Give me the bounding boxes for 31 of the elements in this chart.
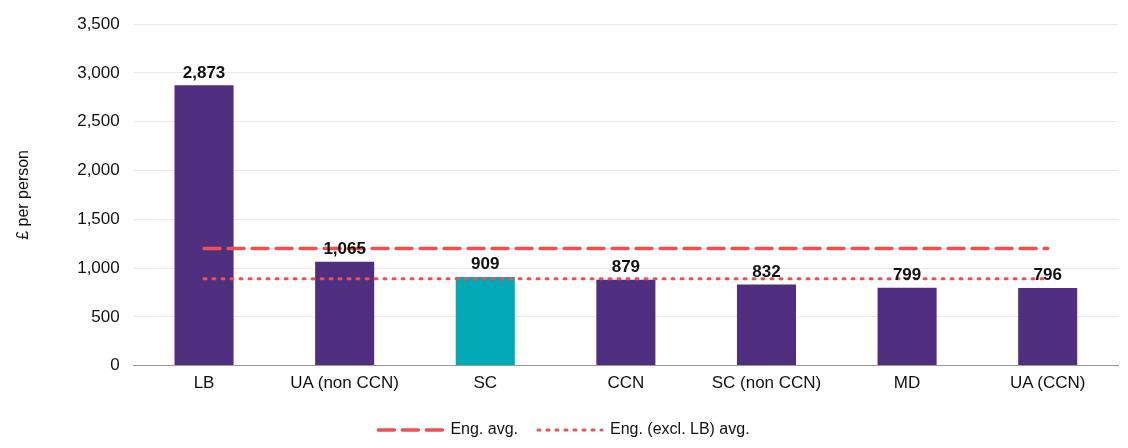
legend-label: Eng. (excl. LB) avg.	[609, 420, 750, 438]
y-tick-label: 2,000	[77, 160, 120, 180]
bar	[455, 276, 515, 366]
x-tick-label: LB	[193, 373, 215, 393]
data-label: 909	[471, 254, 500, 274]
bar	[596, 279, 656, 366]
x-tick-label: SC (non CCN)	[711, 373, 822, 393]
x-tick-label: CCN	[607, 373, 645, 393]
y-tick-label: 2,500	[77, 111, 120, 131]
x-tick-label: UA (CCN)	[1009, 373, 1086, 393]
y-tick-label: 1,500	[77, 208, 120, 228]
x-tick-label: MD	[893, 373, 921, 393]
data-label: 799	[892, 264, 922, 284]
y-tick-label: 0	[110, 355, 120, 375]
bar	[1018, 287, 1078, 366]
data-label: 832	[752, 261, 781, 281]
data-label: 879	[611, 257, 641, 277]
y-tick-label: 1,000	[77, 257, 120, 277]
legend-label: Eng. avg.	[450, 420, 518, 438]
data-label: 796	[1033, 265, 1062, 285]
x-tick-label: UA (non CCN)	[290, 373, 399, 393]
y-tick-label: 500	[91, 306, 120, 326]
x-tick-label: SC	[473, 373, 498, 393]
y-tick-label: 3,000	[77, 62, 120, 82]
bar	[174, 85, 234, 366]
y-tick-label: 3,500	[77, 13, 120, 33]
y-axis-title: £ per person	[14, 149, 32, 240]
bar	[877, 287, 937, 366]
bar	[736, 284, 797, 366]
data-label: 2,873	[182, 62, 226, 82]
bar	[315, 261, 375, 366]
